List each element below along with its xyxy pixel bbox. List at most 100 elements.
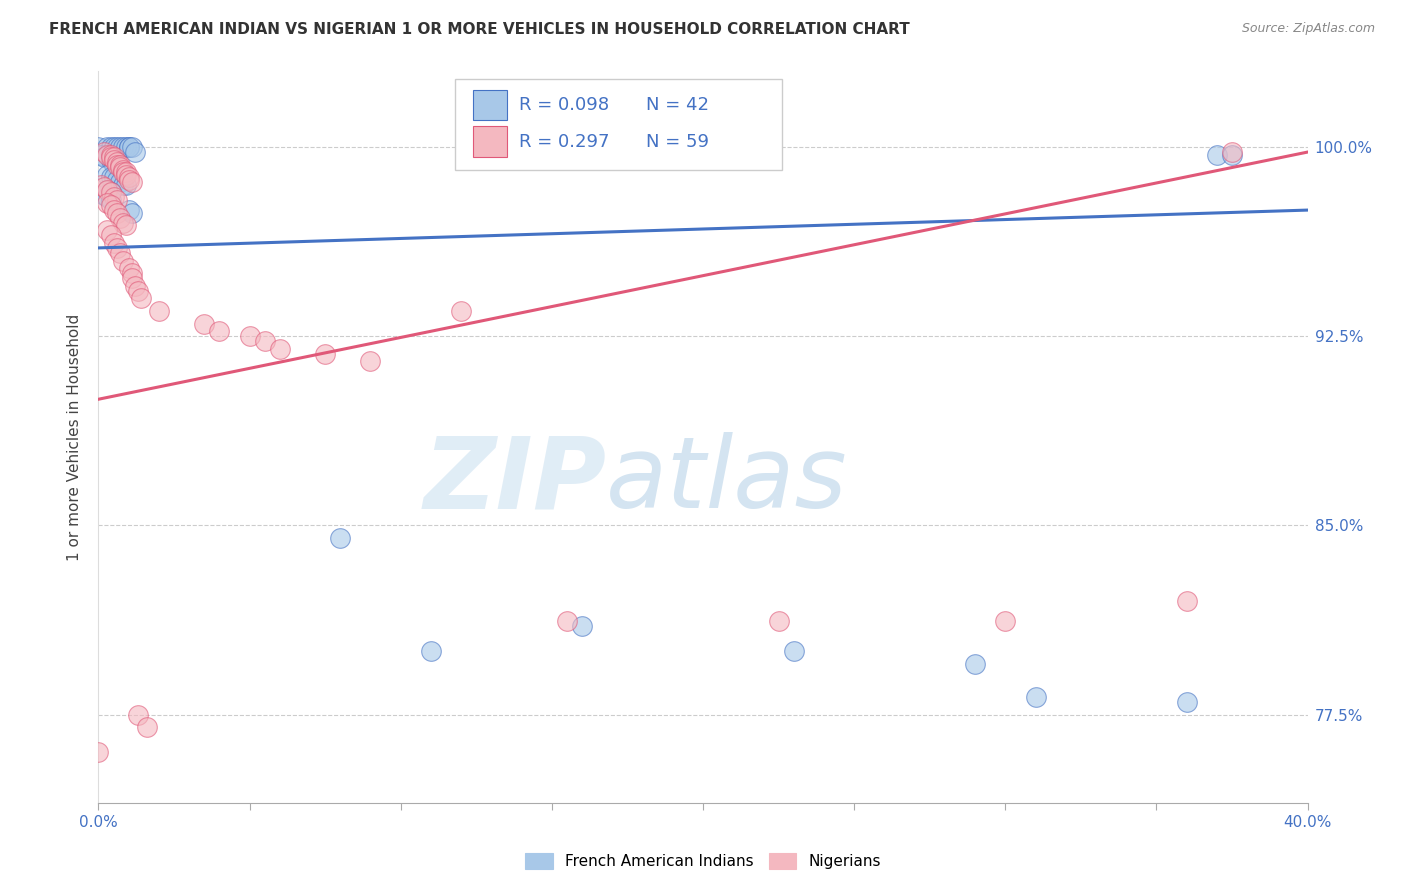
Point: [100, 140, 122, 154]
Point: [768, 614, 790, 628]
Point: [118, 203, 141, 218]
Point: [135, 720, 157, 734]
Point: [96, 195, 118, 210]
Text: R = 0.297: R = 0.297: [519, 133, 610, 151]
Point: [114, 168, 136, 182]
Point: [108, 140, 131, 154]
Point: [121, 205, 143, 219]
Text: N = 42: N = 42: [647, 96, 709, 114]
Point: [1220, 147, 1243, 161]
Point: [1175, 594, 1198, 608]
Point: [103, 158, 125, 172]
Point: [118, 140, 141, 154]
Point: [114, 218, 136, 232]
Point: [108, 162, 131, 177]
Point: [100, 198, 122, 212]
Point: [103, 153, 125, 167]
Point: [783, 644, 806, 658]
Point: [111, 216, 134, 230]
Text: ZIP: ZIP: [423, 433, 606, 530]
Point: [1024, 690, 1046, 704]
Point: [118, 173, 141, 187]
Point: [105, 160, 128, 174]
Point: [100, 147, 122, 161]
Point: [121, 266, 143, 280]
Point: [121, 175, 143, 189]
Point: [103, 190, 125, 204]
Point: [1175, 695, 1198, 709]
Point: [114, 140, 136, 154]
Point: [118, 170, 141, 185]
Point: [208, 324, 231, 338]
Point: [96, 140, 118, 154]
Point: [96, 168, 118, 182]
Text: Source: ZipAtlas.com: Source: ZipAtlas.com: [1241, 22, 1375, 36]
Point: [108, 158, 131, 172]
Point: [93, 145, 115, 159]
Point: [105, 205, 128, 219]
Text: R = 0.098: R = 0.098: [519, 96, 609, 114]
Y-axis label: 1 or more Vehicles in Household: 1 or more Vehicles in Household: [67, 313, 83, 561]
Point: [100, 150, 122, 164]
Point: [96, 190, 118, 204]
Point: [100, 186, 122, 200]
Point: [129, 291, 152, 305]
Point: [111, 178, 134, 192]
Point: [105, 173, 128, 187]
FancyBboxPatch shape: [474, 126, 508, 157]
Point: [108, 175, 131, 189]
Point: [124, 278, 146, 293]
Point: [314, 347, 336, 361]
Point: [96, 183, 118, 197]
Point: [105, 193, 128, 207]
Point: [111, 162, 134, 177]
Point: [103, 150, 125, 164]
Point: [103, 140, 125, 154]
Point: [127, 284, 149, 298]
Point: [121, 140, 143, 154]
Point: [420, 644, 443, 658]
Point: [193, 317, 215, 331]
Point: [1206, 147, 1229, 161]
Point: [121, 271, 143, 285]
Point: [571, 619, 593, 633]
Point: [96, 147, 118, 161]
Point: [360, 354, 382, 368]
Point: [994, 614, 1017, 628]
Point: [96, 223, 118, 237]
Point: [100, 228, 122, 243]
Point: [1220, 145, 1243, 159]
Point: [111, 253, 134, 268]
Point: [253, 334, 276, 349]
Point: [100, 170, 122, 185]
Point: [555, 614, 578, 628]
Point: [108, 211, 131, 225]
Point: [148, 304, 170, 318]
Point: [100, 153, 122, 167]
Point: [103, 235, 125, 250]
Point: [108, 246, 131, 260]
FancyBboxPatch shape: [474, 89, 508, 120]
Point: [93, 150, 115, 164]
Point: [93, 188, 115, 202]
Point: [100, 186, 122, 200]
Point: [100, 193, 122, 207]
Point: [127, 707, 149, 722]
Point: [87, 745, 110, 759]
Point: [114, 178, 136, 192]
Point: [124, 145, 146, 159]
Point: [90, 147, 112, 161]
Point: [105, 155, 128, 169]
Point: [105, 158, 128, 172]
Point: [239, 329, 262, 343]
Point: [96, 183, 118, 197]
Point: [329, 531, 352, 545]
Point: [103, 203, 125, 218]
Point: [105, 140, 128, 154]
Point: [118, 261, 141, 276]
Point: [269, 342, 291, 356]
Text: N = 59: N = 59: [647, 133, 709, 151]
Point: [111, 140, 134, 154]
Point: [965, 657, 987, 671]
Point: [105, 241, 128, 255]
